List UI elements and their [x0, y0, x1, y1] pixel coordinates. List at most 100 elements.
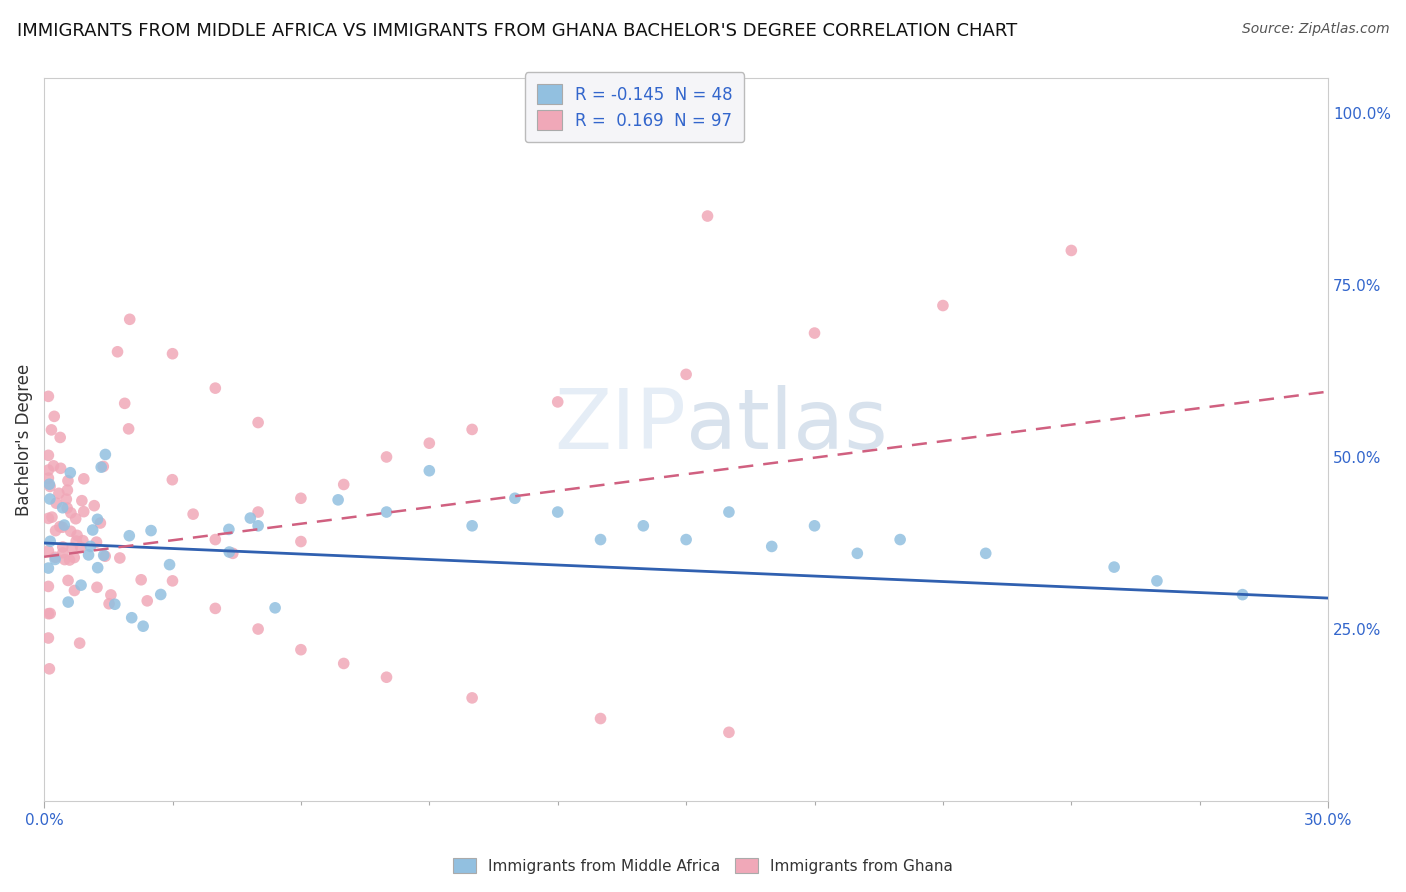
Point — [239, 511, 262, 525]
Point — [53, 518, 76, 533]
Point — [326, 492, 349, 507]
Point — [56, 500, 79, 515]
Y-axis label: Bachelor's Degree: Bachelor's Degree — [15, 364, 32, 516]
Point — [69, 541, 91, 555]
Point — [118, 529, 141, 543]
Point — [59, 466, 82, 480]
Point — [461, 518, 484, 533]
Point — [1232, 588, 1254, 602]
Point — [37, 389, 59, 403]
Point — [56, 474, 79, 488]
Point — [332, 657, 354, 671]
Point — [375, 670, 398, 684]
Point — [52, 546, 75, 560]
Point — [204, 381, 226, 395]
Point — [803, 326, 825, 340]
Point — [717, 505, 740, 519]
Point — [91, 459, 114, 474]
Point — [94, 549, 117, 564]
Point — [60, 541, 83, 555]
Point — [56, 574, 79, 588]
Point — [41, 423, 63, 437]
Point — [70, 578, 93, 592]
Point — [204, 601, 226, 615]
Text: ZIP: ZIP — [554, 384, 686, 466]
Point — [129, 573, 152, 587]
Point — [48, 486, 70, 500]
Point — [66, 528, 89, 542]
Point — [38, 477, 60, 491]
Point — [218, 522, 240, 536]
Point — [589, 533, 612, 547]
Point — [803, 518, 825, 533]
Point — [37, 544, 59, 558]
Point — [44, 409, 66, 424]
Point — [117, 422, 139, 436]
Point — [204, 533, 226, 547]
Point — [332, 477, 354, 491]
Point — [247, 416, 270, 430]
Point — [73, 472, 96, 486]
Point — [159, 558, 181, 572]
Point — [290, 642, 312, 657]
Point — [49, 519, 72, 533]
Point — [86, 580, 108, 594]
Point — [49, 430, 72, 444]
Point — [1060, 244, 1083, 258]
Point — [79, 540, 101, 554]
Point — [218, 545, 240, 559]
Point — [65, 512, 87, 526]
Point — [121, 611, 143, 625]
Point — [761, 540, 783, 554]
Point — [181, 507, 204, 521]
Text: Source: ZipAtlas.com: Source: ZipAtlas.com — [1241, 22, 1389, 37]
Legend: R = -0.145  N = 48, R =  0.169  N = 97: R = -0.145 N = 48, R = 0.169 N = 97 — [524, 72, 744, 142]
Point — [63, 550, 86, 565]
Point — [1146, 574, 1168, 588]
Text: IMMIGRANTS FROM MIDDLE AFRICA VS IMMIGRANTS FROM GHANA BACHELOR'S DEGREE CORRELA: IMMIGRANTS FROM MIDDLE AFRICA VS IMMIGRA… — [17, 22, 1017, 40]
Legend: Immigrants from Middle Africa, Immigrants from Ghana: Immigrants from Middle Africa, Immigrant… — [447, 852, 959, 880]
Point — [37, 448, 59, 462]
Point — [104, 597, 127, 611]
Point — [418, 436, 440, 450]
Point — [45, 496, 67, 510]
Point — [633, 518, 655, 533]
Point — [49, 461, 72, 475]
Point — [39, 607, 62, 621]
Point — [247, 518, 270, 533]
Point — [52, 500, 75, 515]
Point — [56, 483, 79, 497]
Point — [51, 520, 73, 534]
Point — [37, 607, 59, 621]
Point — [44, 552, 66, 566]
Point — [37, 561, 59, 575]
Point — [65, 534, 87, 549]
Point — [42, 458, 65, 473]
Point — [696, 209, 718, 223]
Point — [83, 499, 105, 513]
Point — [77, 548, 100, 562]
Point — [108, 551, 131, 566]
Point — [264, 600, 287, 615]
Point — [675, 533, 697, 547]
Point — [58, 553, 80, 567]
Point — [86, 560, 108, 574]
Point — [39, 534, 62, 549]
Point — [222, 546, 245, 560]
Point — [461, 690, 484, 705]
Point — [45, 524, 67, 538]
Point — [69, 636, 91, 650]
Point — [107, 344, 129, 359]
Text: atlas: atlas — [686, 384, 887, 466]
Point — [1102, 560, 1125, 574]
Point — [162, 473, 184, 487]
Point — [37, 579, 59, 593]
Point — [94, 448, 117, 462]
Point — [290, 491, 312, 506]
Point — [53, 552, 76, 566]
Point — [162, 347, 184, 361]
Point — [59, 524, 82, 539]
Point — [90, 460, 112, 475]
Point — [461, 422, 484, 436]
Point — [59, 506, 82, 520]
